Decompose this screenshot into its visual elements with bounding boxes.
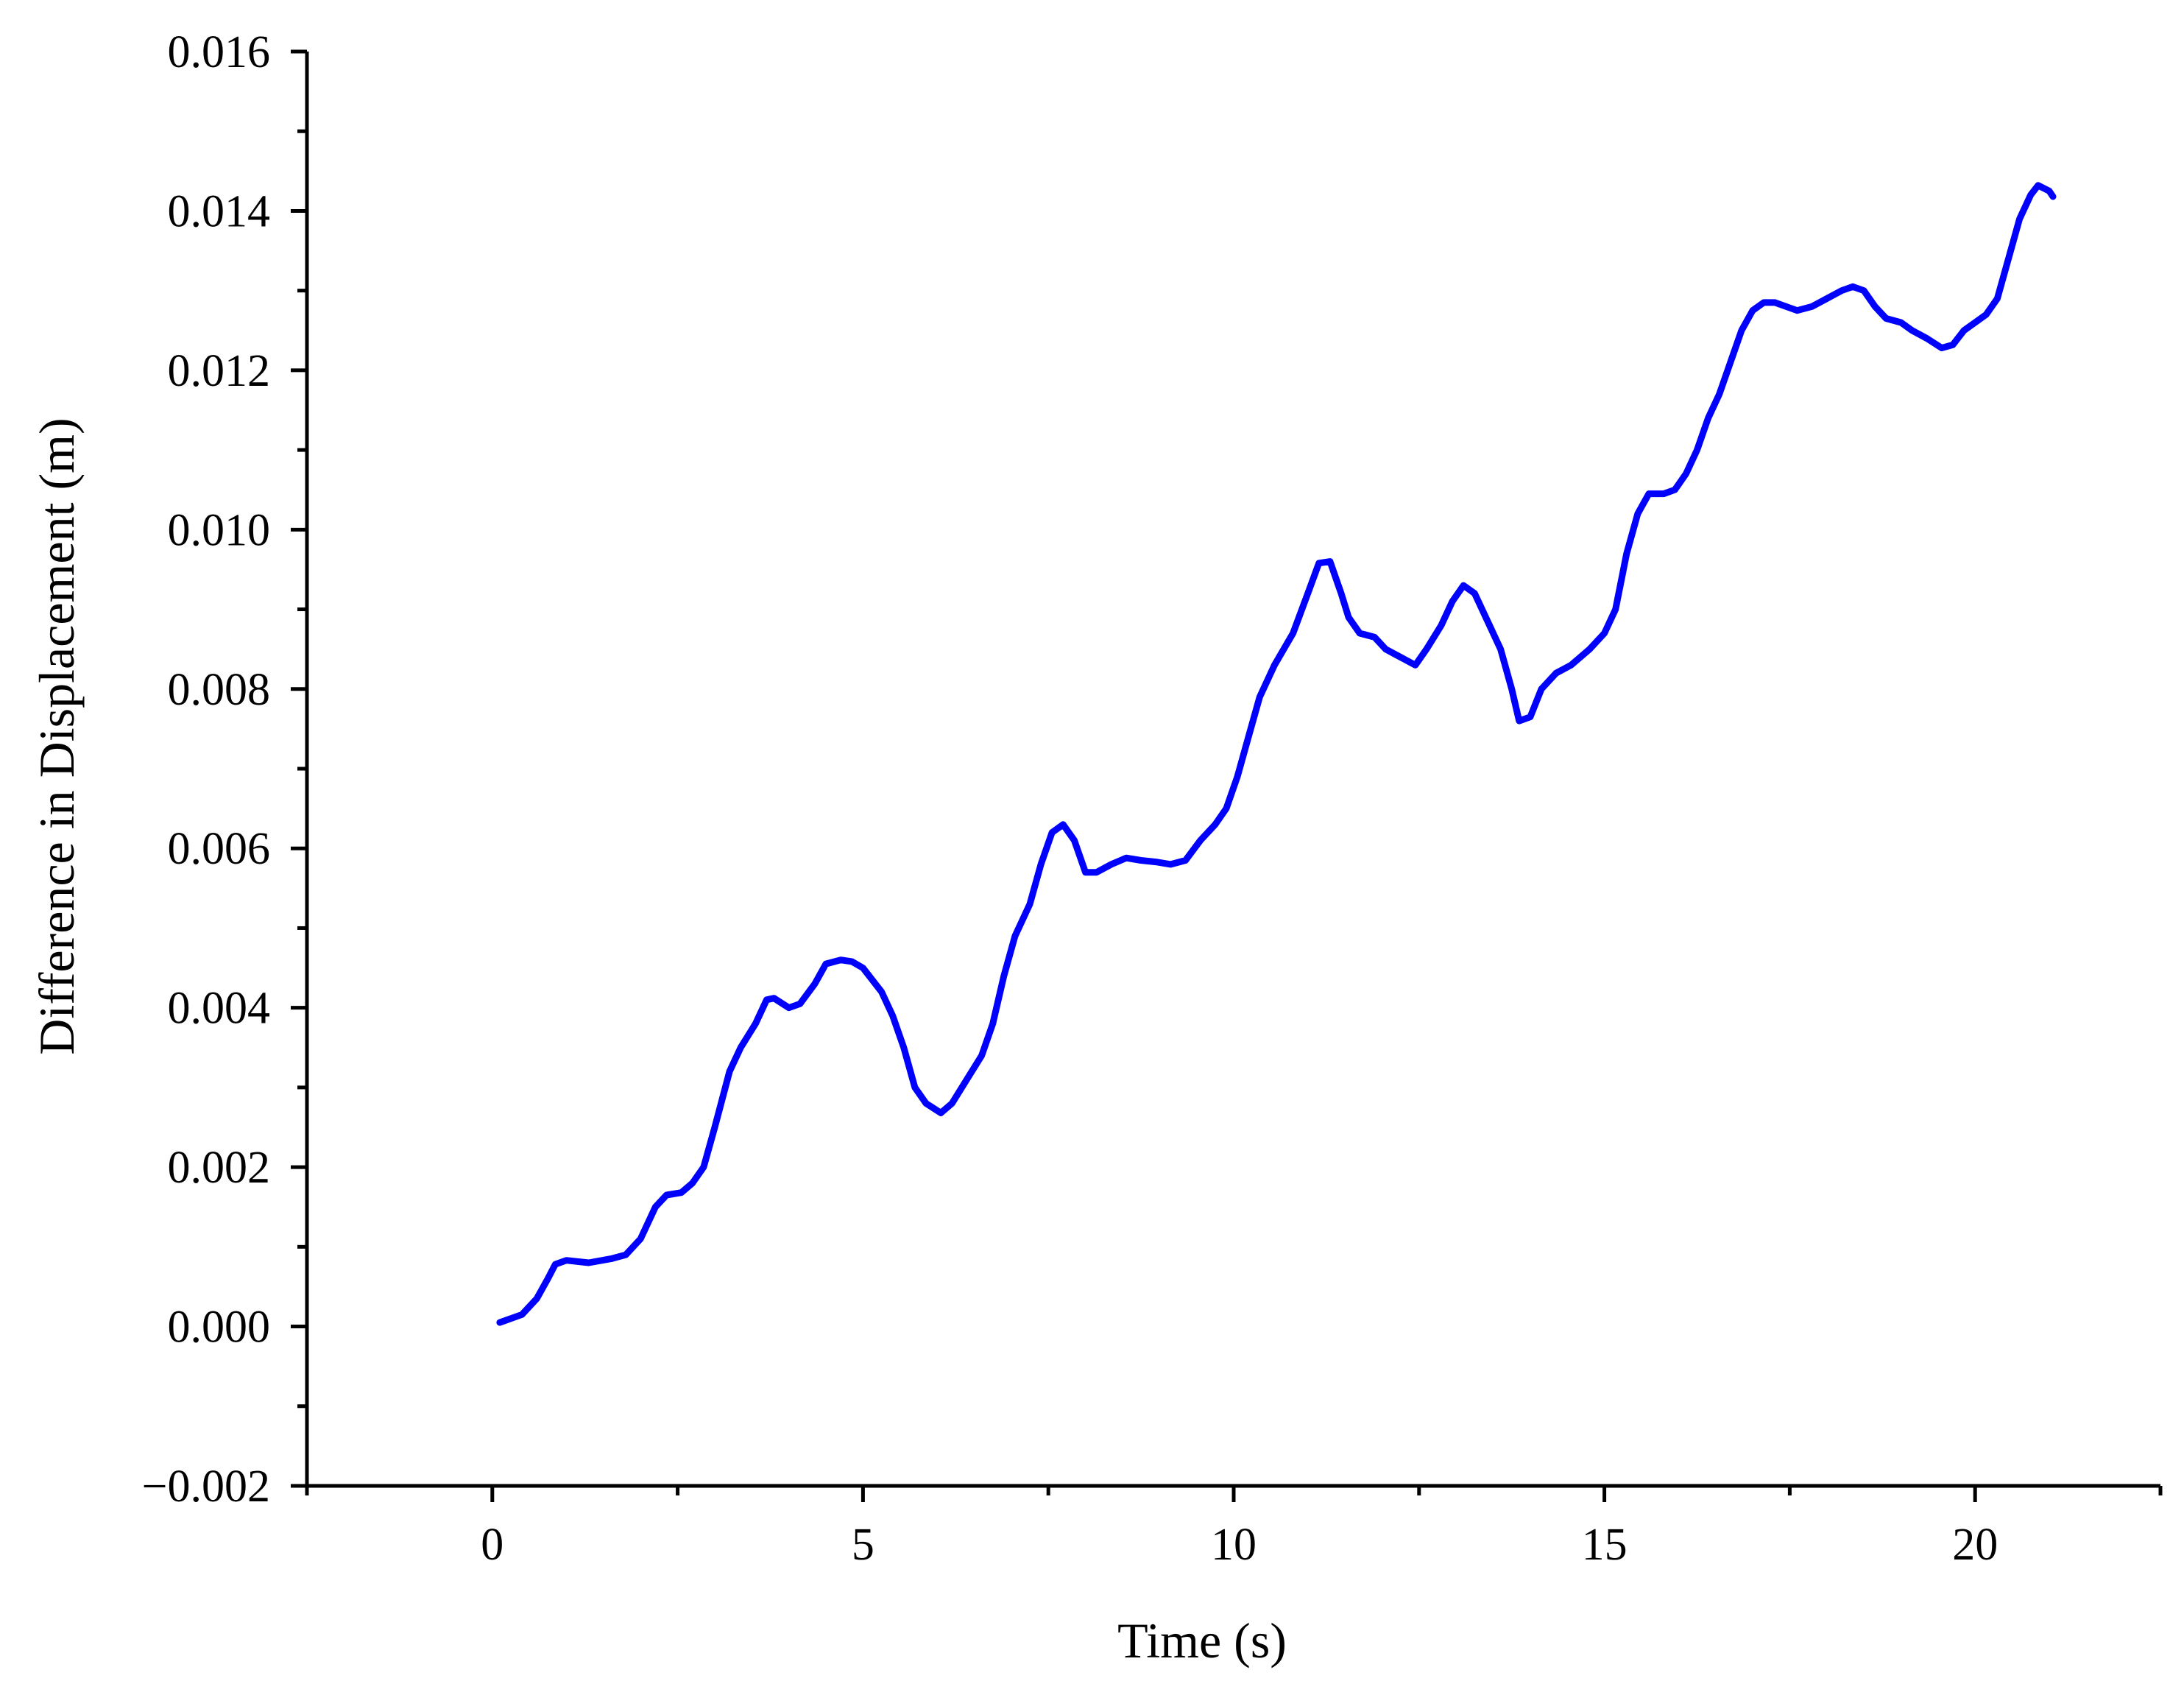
y-tick-label: 0.004 xyxy=(168,984,271,1034)
x-tick-label: 0 xyxy=(481,1520,503,1570)
y-tick-label: 0.002 xyxy=(168,1143,271,1193)
y-axis-tick-labels: −0.002 0.000 0.002 0.004 0.006 0.008 0.010 0.01… xyxy=(142,27,270,1512)
y-tick-label: 0.008 xyxy=(168,665,271,715)
y-axis-title: Difference in Displacement (m) xyxy=(29,417,85,1054)
x-axis-title: Time (s) xyxy=(1117,1613,1287,1668)
x-tick-label: 10 xyxy=(1211,1520,1257,1570)
x-axis-ticks xyxy=(305,1486,2163,1502)
x-tick-label: 5 xyxy=(852,1520,874,1570)
y-tick-label: 0.014 xyxy=(168,186,271,236)
x-tick-label: 20 xyxy=(1952,1520,1998,1570)
y-tick-label: 0.006 xyxy=(168,824,271,874)
series-line xyxy=(496,182,2057,1326)
y-tick-label: 0.000 xyxy=(168,1303,271,1353)
y-tick-label: 0.012 xyxy=(168,346,271,396)
y-tick-label: 0.016 xyxy=(168,27,271,77)
y-axis-ticks xyxy=(291,49,307,1488)
y-tick-label: −0.002 xyxy=(142,1462,270,1512)
x-axis-tick-labels: 0 5 10 15 20 xyxy=(481,1520,1998,1570)
y-tick-label: 0.010 xyxy=(168,505,271,555)
x-tick-label: 15 xyxy=(1582,1520,1628,1570)
series-group xyxy=(496,182,2057,1326)
